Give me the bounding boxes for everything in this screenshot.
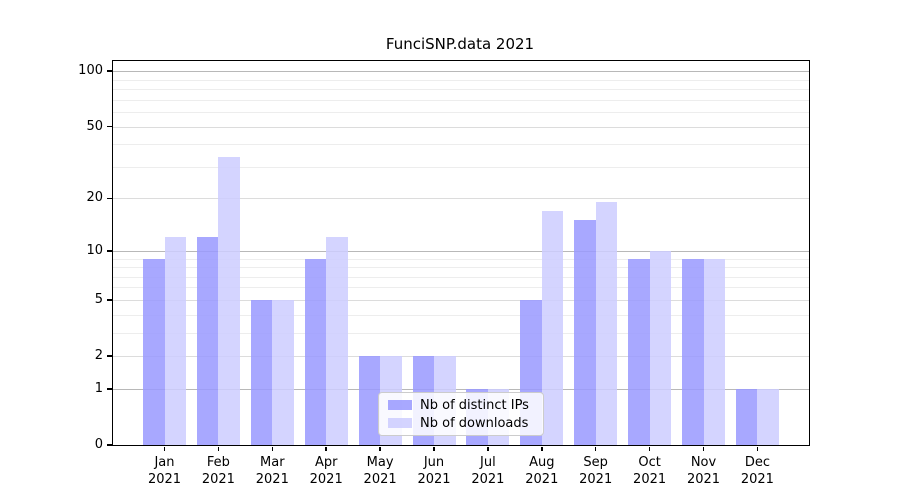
bar-nb-of-distinct-ips-mar [250, 299, 273, 445]
x-axis-tick [594, 446, 597, 451]
gridline [113, 299, 809, 301]
gridline [113, 89, 809, 91]
legend: Nb of distinct IPs Nb of downloads [378, 392, 544, 436]
legend-swatch [388, 400, 412, 410]
x-axis-label-jun: Jun 2021 [417, 455, 451, 487]
y-axis-label-10: 10 [86, 242, 103, 258]
bar-nb-of-distinct-ips-oct [628, 258, 650, 445]
bar-nb-of-distinct-ips-may [358, 356, 381, 445]
bar-nb-of-distinct-ips-nov [682, 258, 704, 445]
y-axis-label-1: 1 [94, 380, 103, 396]
x-axis-tick [433, 446, 435, 451]
gridline [113, 287, 809, 289]
gridline [113, 79, 809, 81]
bar-nb-of-downloads-feb [218, 157, 240, 445]
gridline [113, 388, 809, 390]
x-axis-tick [271, 446, 274, 451]
x-axis-label-apr: Apr 2021 [309, 455, 343, 487]
x-axis-label-mar: Mar 2021 [255, 455, 289, 487]
gridline [113, 267, 809, 269]
x-axis-label-oct: Oct 2021 [633, 455, 667, 487]
x-axis-label-aug: Aug 2021 [525, 455, 559, 487]
bar-nb-of-downloads-aug [541, 210, 564, 445]
y-axis-tick [107, 355, 112, 357]
y-axis-tick [107, 388, 112, 390]
gridline [113, 71, 809, 73]
bar-nb-of-downloads-sep [595, 202, 618, 445]
bar-nb-of-distinct-ips-feb [196, 237, 219, 445]
x-axis-label-dec: Dec 2021 [740, 455, 774, 487]
bar-nb-of-distinct-ips-jan [143, 258, 165, 445]
legend-item: Nb of distinct IPs [388, 399, 534, 412]
gridline [113, 356, 809, 358]
x-axis-tick [163, 446, 166, 451]
y-axis-tick [107, 250, 112, 252]
x-axis-tick [541, 446, 543, 451]
chart-title: FunciSNP.data 2021 [385, 35, 535, 53]
x-axis-tick [648, 446, 651, 451]
bar-nb-of-downloads-dec [757, 388, 779, 445]
gridline [113, 126, 809, 128]
y-axis-tick [107, 299, 112, 301]
y-axis-label-100: 100 [78, 63, 103, 79]
y-axis-tick [107, 444, 112, 446]
bar-nb-of-downloads-jan [164, 237, 186, 445]
bar-nb-of-distinct-ips-sep [574, 220, 596, 445]
gridline [113, 144, 809, 146]
gridline [113, 250, 809, 252]
x-axis-label-jan: Jan 2021 [147, 455, 182, 487]
bar-nb-of-downloads-mar [272, 299, 294, 445]
legend-label: Nb of downloads [420, 415, 529, 431]
legend-item: Nb of downloads [388, 417, 534, 430]
x-axis-label-nov: Nov 2021 [686, 455, 721, 487]
y-axis-label-50: 50 [86, 118, 103, 134]
legend-swatch [388, 418, 412, 428]
x-axis-label-may: May 2021 [363, 455, 397, 487]
gridline [113, 112, 809, 114]
bar-nb-of-downloads-oct [649, 250, 672, 445]
gridline [113, 332, 809, 334]
gridline [113, 99, 809, 101]
bar-nb-of-downloads-apr [326, 237, 348, 445]
gridline [113, 166, 809, 168]
x-axis-label-feb: Feb 2021 [201, 455, 235, 487]
x-axis-tick [756, 446, 759, 451]
x-axis-tick [702, 446, 705, 451]
gridline [113, 314, 809, 316]
bar-nb-of-distinct-ips-dec [735, 388, 758, 445]
y-axis-label-0: 0 [94, 437, 103, 452]
gridline [113, 258, 809, 260]
x-axis-tick [379, 446, 381, 451]
x-axis-label-jul: Jul 2021 [471, 455, 505, 487]
legend-label: Nb of distinct IPs [420, 397, 529, 413]
y-axis-label-20: 20 [86, 190, 103, 206]
y-axis-tick [107, 125, 112, 128]
y-axis-tick [107, 197, 112, 200]
x-axis-tick [487, 446, 489, 451]
x-axis-tick [217, 446, 220, 451]
bar-nb-of-downloads-nov [703, 258, 725, 445]
y-axis-tick [107, 70, 112, 72]
x-axis-label-sep: Sep 2021 [579, 455, 613, 487]
gridline [113, 276, 809, 278]
plot-area: Jan 2021 Feb 2021 Mar 2021 Apr 2021 May 2021 Jun 20… [78, 60, 810, 487]
gridline [113, 198, 809, 200]
bar-nb-of-distinct-ips-apr [304, 258, 327, 445]
x-axis-tick [325, 446, 327, 451]
y-axis-label-5: 5 [94, 291, 103, 307]
y-axis-label-2: 2 [94, 348, 103, 364]
